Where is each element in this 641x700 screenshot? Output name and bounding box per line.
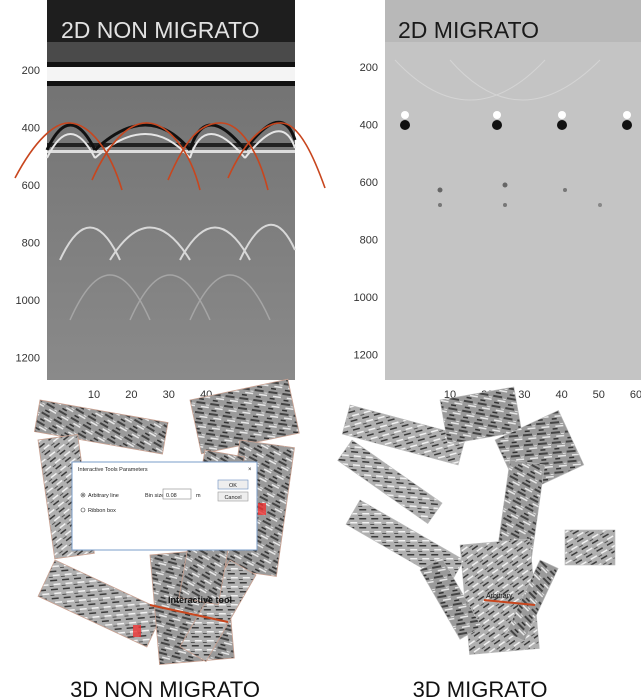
option: Arbitrary line <box>88 493 119 499</box>
unit: m <box>196 493 201 499</box>
annotation: Arbitrary <box>486 593 513 600</box>
y-tick-label: 1000 <box>16 295 40 307</box>
field-value: 0.08 <box>166 493 177 499</box>
y-tick-label: 600 <box>360 177 378 189</box>
panel-title: 2D MIGRATO <box>398 17 539 43</box>
y-tick-label: 800 <box>360 235 378 247</box>
y-tick-label: 400 <box>360 120 378 132</box>
option: Ribbon box <box>88 508 116 514</box>
close-icon[interactable]: × <box>248 467 252 473</box>
view-3d-unmigrated: Interactive tool Interactive Tools Param… <box>33 378 300 700</box>
y-tick-label: 200 <box>360 62 378 74</box>
x-tick-label: 30 <box>518 389 530 401</box>
y-tick-label: 1000 <box>354 292 378 304</box>
y-tick-label: 600 <box>22 180 40 192</box>
radargram-migrated: 2D MIGRATO <box>385 0 641 380</box>
caption: 3D NON MIGRATO <box>70 677 260 700</box>
axis-labels: 200 400 600 800 1000 1200 10 20 30 40 50 60 200 400 60… <box>16 62 641 401</box>
radio[interactable] <box>80 507 86 513</box>
y-tick-label: 1200 <box>16 353 40 365</box>
dialog-title: Interactive Tools Parameters <box>78 467 148 473</box>
annotation: Interactive tool <box>168 595 232 605</box>
y-tick-label: 1200 <box>354 350 378 362</box>
view-3d-migrated: Arbitrary 3D MIGRATO <box>337 386 616 700</box>
y-tick-label: 200 <box>22 65 40 77</box>
button[interactable] <box>217 479 249 490</box>
x-tick-label: 60 <box>630 389 641 401</box>
x-tick-label: 40 <box>555 389 567 401</box>
x-tick-label: 20 <box>125 389 137 401</box>
radargram-unmigrated: 2D NON MIGRATO <box>14 0 326 380</box>
x-tick-label: 10 <box>88 389 100 401</box>
text-field[interactable] <box>162 488 192 500</box>
button[interactable] <box>217 491 249 502</box>
panel-title: 2D NON MIGRATO <box>61 17 260 43</box>
x-tick-label: 50 <box>593 389 605 401</box>
button-label: Cancel <box>224 495 241 501</box>
y-tick-label: 400 <box>22 123 40 135</box>
caption: 3D MIGRATO <box>413 677 548 700</box>
x-tick-label: 30 <box>163 389 175 401</box>
field-label: Bin size <box>145 493 164 499</box>
y-tick-label: 800 <box>22 238 40 250</box>
dialog: Interactive Tools Parameters × Arbitrary… <box>71 461 258 551</box>
radio[interactable] <box>80 492 86 498</box>
button-label: OK <box>229 483 237 489</box>
